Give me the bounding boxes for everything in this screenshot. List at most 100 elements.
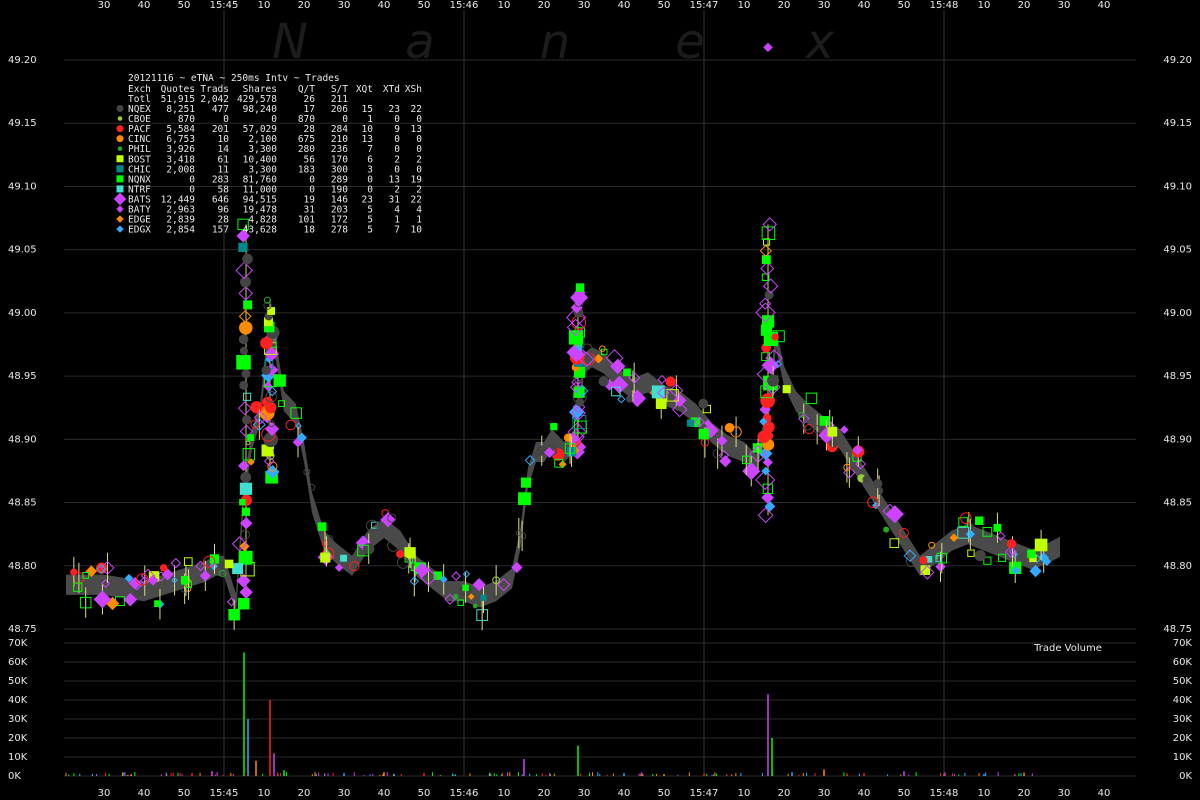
legend-cell: 477 (212, 104, 229, 115)
legend-cell: 23 (362, 194, 373, 205)
x-tick-label-bottom: 40 (378, 788, 391, 799)
trade-marker (755, 302, 776, 323)
trade-marker (698, 398, 709, 409)
trade-marker (762, 217, 778, 232)
trade-marker (598, 376, 609, 387)
trade-marker (974, 550, 986, 562)
legend-cell: 31 (389, 194, 401, 205)
trade-marker (261, 365, 271, 376)
trade-marker (239, 482, 253, 495)
trade-marker (462, 570, 471, 578)
trade-marker (771, 333, 779, 341)
legend-cell: 2,963 (166, 205, 195, 216)
trade-marker (290, 407, 302, 419)
trade-marker (263, 455, 275, 467)
trade-marker (843, 463, 851, 472)
legend-cell: 284 (331, 124, 348, 135)
legend-cell: 0 (309, 174, 315, 185)
trade-marker (1011, 566, 1021, 575)
x-tick-label-top: 40 (858, 0, 871, 11)
trade-marker (762, 238, 771, 246)
trade-marker (599, 345, 606, 352)
legend-cell: 22 (411, 194, 422, 205)
volume-tick-label-left: 10K (8, 752, 28, 763)
trade-marker (852, 444, 863, 456)
trade-marker (93, 590, 112, 609)
volume-tick-label-left: 40K (8, 695, 28, 706)
x-tick-label-bottom: 15:48 (930, 788, 959, 799)
trade-marker (762, 483, 773, 494)
x-tick-label-top: 15:48 (930, 0, 959, 11)
legend-cell: 4,828 (248, 215, 277, 226)
trade-marker (802, 420, 813, 431)
trade-marker (829, 438, 838, 448)
legend-cell: 2 (416, 184, 422, 195)
legend-cell: 13 (362, 134, 373, 145)
y-tick-label-left: 49.20 (8, 55, 37, 66)
x-tick-label-top: 20 (1018, 0, 1031, 11)
x-tick-label-bottom: 10 (258, 788, 271, 799)
trade-marker (571, 405, 586, 421)
trade-marker (240, 276, 252, 288)
trade-marker (666, 389, 679, 402)
trade-marker (759, 297, 772, 310)
legend-marker (117, 116, 123, 121)
trade-marker (960, 512, 972, 524)
legend-cell: 10 (362, 124, 374, 135)
x-tick-label-top: 15:47 (690, 0, 719, 11)
trade-marker (253, 410, 268, 425)
legend-total-cell: 211 (331, 94, 348, 105)
legend-cell: 8,251 (166, 104, 195, 115)
trade-marker (239, 346, 248, 355)
trade-marker (655, 398, 667, 410)
legend-cell: 3,926 (166, 144, 195, 155)
trade-marker (693, 416, 705, 428)
legend-cell: 2,100 (248, 134, 277, 145)
x-tick-label-top: 30 (578, 0, 591, 11)
trade-marker (518, 492, 531, 506)
legend-marker (116, 135, 124, 143)
trade-marker (657, 386, 670, 399)
trade-marker (575, 397, 585, 407)
legend-cell: 157 (212, 225, 229, 236)
x-tick-label-top: 40 (1098, 0, 1111, 11)
x-tick-label-top: 30 (98, 0, 111, 11)
trade-marker (241, 507, 251, 516)
trade-marker (1027, 549, 1036, 559)
trade-marker (761, 352, 771, 361)
trade-marker (761, 255, 771, 265)
trade-marker (718, 450, 730, 461)
legend-cell: 1 (367, 114, 373, 125)
x-tick-label-bottom: 30 (578, 788, 591, 799)
trade-marker (898, 527, 909, 538)
trade-marker (278, 400, 285, 408)
trade-marker (862, 475, 871, 484)
trade-marker (365, 519, 379, 532)
x-tick-label-bottom: 50 (898, 788, 911, 799)
trade-marker (920, 565, 931, 575)
legend-cell: 98,240 (243, 104, 278, 115)
trade-marker (765, 349, 783, 367)
legend-total-cell: 26 (304, 94, 316, 105)
trade-marker (237, 401, 252, 416)
trade-marker (340, 554, 348, 562)
legend-header: Q/T (298, 84, 315, 95)
legend-cell: 3,418 (166, 154, 195, 165)
trade-marker (267, 420, 276, 428)
legend-cell: 0 (189, 174, 195, 185)
y-tick-label-left: 49.00 (8, 308, 37, 319)
trade-marker (217, 561, 227, 570)
trade-marker (1008, 547, 1017, 556)
x-tick-label-bottom: 20 (298, 788, 311, 799)
trade-marker (885, 505, 904, 524)
trade-marker (920, 565, 935, 580)
legend-cell: 3,300 (248, 164, 277, 175)
trade-marker (554, 458, 564, 468)
trade-marker (574, 327, 585, 338)
legend-total-cell: 429,578 (237, 94, 277, 105)
legend-cell: 203 (331, 205, 348, 216)
legend-header: XQt (356, 84, 373, 95)
x-tick-label-top: 50 (418, 0, 431, 11)
legend-cell: 0 (367, 184, 373, 195)
trade-marker (657, 374, 667, 385)
